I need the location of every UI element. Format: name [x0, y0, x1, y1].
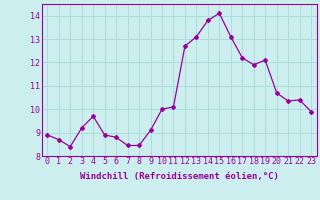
X-axis label: Windchill (Refroidissement éolien,°C): Windchill (Refroidissement éolien,°C)	[80, 172, 279, 181]
